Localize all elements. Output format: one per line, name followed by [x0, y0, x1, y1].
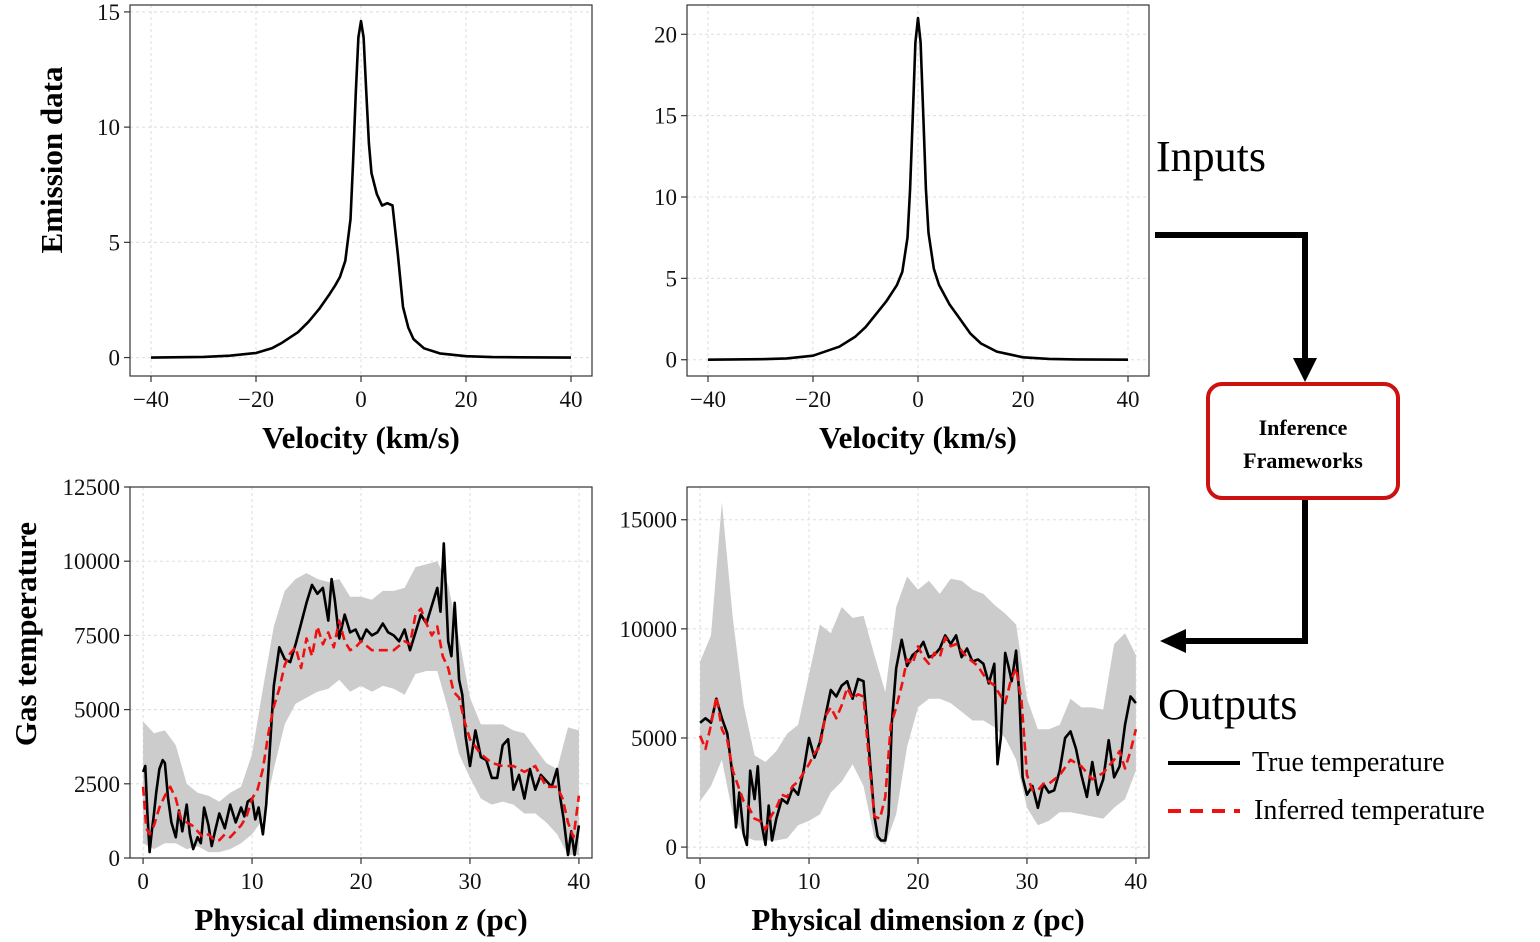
x-tick-label: 40 [1117, 387, 1140, 412]
x-tick-label: 0 [137, 869, 149, 894]
x-tick-label: −20 [238, 387, 274, 412]
x-tick-label: 30 [458, 869, 481, 894]
output-arrow-head [1160, 629, 1186, 653]
y-tick-label: 0 [666, 835, 678, 860]
y-tick-label: 5 [109, 230, 121, 255]
x-axis-title: Physical dimension z (pc) [751, 902, 1084, 937]
series-line-true [707, 16, 1129, 361]
y-tick-label: 5000 [74, 698, 120, 723]
x-tick-label: −40 [133, 387, 169, 412]
framework-label-line1: Inference [1259, 415, 1348, 440]
x-tick-label: 0 [912, 387, 924, 412]
legend-label-inferred: Inferred temperature [1254, 795, 1485, 826]
y-tick-label: 10000 [63, 549, 121, 574]
series-line-true [141, 542, 581, 857]
y-tick-label: 15000 [620, 508, 678, 533]
chart-emission-right: −40 −20 0 20 40 0 5 10 15 20 Velocity (km/s) [654, 4, 1150, 455]
y-tick-label: 15 [97, 0, 120, 25]
input-arrow-head [1293, 358, 1317, 382]
legend-label-true: True temperature [1252, 747, 1445, 778]
y-tick-label: 10 [654, 185, 677, 210]
y-tick-label: 12500 [63, 475, 121, 500]
x-tick-label: 20 [1012, 387, 1035, 412]
flow-diagram: Inputs Inference Frameworks Outputs [1155, 132, 1400, 729]
output-arrow-line [1178, 500, 1308, 644]
y-tick-label: 2500 [74, 772, 120, 797]
x-tick-label: 0 [694, 869, 706, 894]
y-tick-label: 7500 [74, 623, 120, 648]
y-tick-label: 0 [109, 346, 121, 371]
y-axis-title: Gas temperature [8, 522, 43, 746]
x-tick-label: −40 [690, 387, 726, 412]
y-tick-label: 0 [109, 846, 121, 871]
y-tick-label: 0 [666, 348, 678, 373]
y-tick-label: 5000 [631, 726, 677, 751]
series-uncertainty-band [143, 561, 579, 855]
series-line-true [150, 19, 572, 359]
x-axis-title: Velocity (km/s) [262, 420, 460, 455]
y-tick-label: 10000 [620, 617, 678, 642]
y-tick-label: 5 [666, 266, 678, 291]
chart-temperature-right: 0 10 20 30 40 0 5000 10000 15000 Physical dimensi… [620, 486, 1150, 937]
x-axis-title: Physical dimension z (pc) [194, 902, 527, 937]
x-axis-title: Velocity (km/s) [819, 420, 1017, 455]
series-line-inferred [698, 636, 1138, 831]
inputs-label: Inputs [1156, 132, 1266, 181]
x-tick-label: 20 [350, 869, 373, 894]
chart-temperature-left: 0 10 20 30 40 0 2500 5000 7500 10000 12500 Physical… [8, 475, 593, 937]
legend: True temperature Inferred temperature [1168, 747, 1485, 826]
series-line-inferred [141, 607, 581, 842]
x-tick-label: 40 [567, 869, 590, 894]
x-tick-label: 40 [560, 387, 583, 412]
x-tick-label: 40 [1124, 869, 1147, 894]
y-axis-title: Emission data [34, 66, 69, 253]
input-arrow-line [1155, 232, 1308, 364]
x-tick-label: 10 [798, 869, 821, 894]
x-tick-label: 20 [455, 387, 478, 412]
x-tick-label: 10 [241, 869, 264, 894]
framework-label-line2: Frameworks [1243, 448, 1363, 473]
x-tick-label: −20 [795, 387, 831, 412]
y-tick-label: 20 [654, 22, 677, 47]
inference-frameworks-box [1206, 382, 1400, 500]
x-tick-label: 20 [907, 869, 930, 894]
y-tick-label: 15 [654, 104, 677, 129]
x-tick-label: 0 [355, 387, 367, 412]
chart-emission-left: −40 −20 0 20 40 0 5 10 15 Velocity (km/s) Emission… [34, 0, 593, 455]
y-tick-label: 10 [97, 115, 120, 140]
x-tick-label: 30 [1015, 869, 1038, 894]
outputs-label: Outputs [1158, 680, 1297, 729]
